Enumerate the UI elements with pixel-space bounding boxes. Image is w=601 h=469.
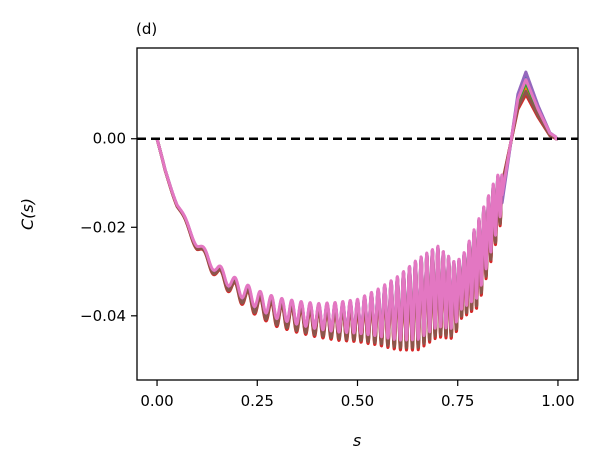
y-tick-label: 0.00 <box>93 130 126 148</box>
x-tick-label: 0.25 <box>241 392 274 410</box>
x-tick-label: 0.00 <box>140 392 173 410</box>
series-group <box>155 70 560 352</box>
y-tick-label: −0.04 <box>80 307 126 325</box>
y-axis-ticks: 0.00 −0.02 −0.04 <box>80 130 137 325</box>
x-tick-label: 0.75 <box>441 392 474 410</box>
y-tick-label: −0.02 <box>80 218 126 236</box>
series-line-7 <box>155 78 560 342</box>
x-tick-label: 1.00 <box>541 392 574 410</box>
x-tick-label: 0.50 <box>341 392 374 410</box>
plot-area <box>137 70 578 352</box>
x-axis-ticks: 0.00 0.25 0.50 0.75 1.00 <box>140 380 575 410</box>
panel-label: (d) <box>136 20 157 38</box>
axes-frame <box>136 47 579 381</box>
x-axis-label: s <box>353 431 361 450</box>
y-axis-label: C(s) <box>18 198 37 230</box>
